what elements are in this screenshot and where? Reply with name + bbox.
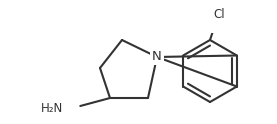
Text: N: N — [152, 50, 162, 63]
Text: H₂N: H₂N — [41, 103, 63, 115]
Text: Cl: Cl — [213, 9, 225, 21]
